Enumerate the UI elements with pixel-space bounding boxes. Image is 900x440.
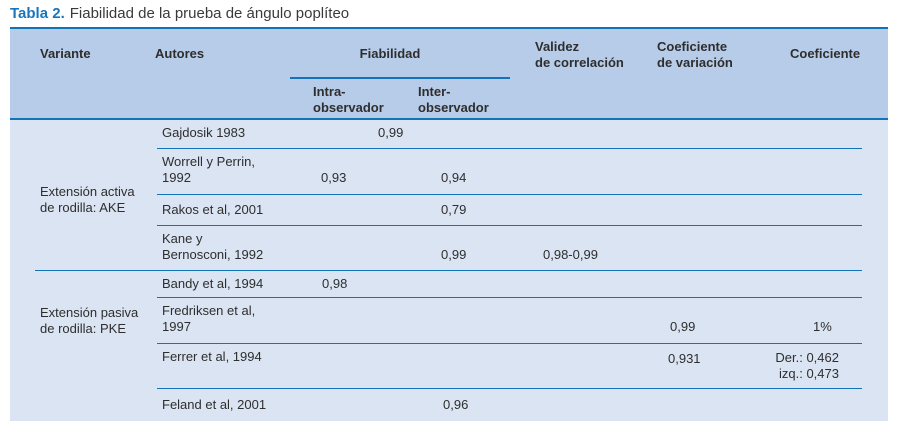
column-subheader-inter-observador: Inter- observador bbox=[418, 84, 489, 115]
cell-intra-observador-value: 0,98 bbox=[322, 276, 348, 291]
cell-fiabilidad-value: 0,99 bbox=[378, 125, 404, 140]
row-author: Rakos et al, 2001 bbox=[162, 202, 264, 217]
reliability-table: Variante Autores Fiabilidad Validez de c… bbox=[10, 27, 888, 421]
column-header-variante: Variante bbox=[40, 46, 91, 61]
row-author: Fredriksen et al, 1997 bbox=[162, 303, 256, 334]
group-divider bbox=[35, 270, 862, 271]
row-divider bbox=[157, 225, 862, 226]
row-author: Ferrer et al, 1994 bbox=[162, 349, 262, 364]
table-header-background bbox=[10, 29, 888, 118]
column-header-coeficiente-de-variacion: Coeficiente de variación bbox=[657, 39, 733, 70]
cell-inter-observador-value: 0,94 bbox=[441, 170, 467, 185]
variant-group-label-ake: Extensión activa de rodilla: AKE bbox=[40, 184, 135, 215]
row-author: Bandy et al, 1994 bbox=[162, 276, 264, 291]
column-subheader-intra-observador: Intra- observador bbox=[313, 84, 384, 115]
row-divider bbox=[157, 388, 862, 389]
fiabilidad-span-underline bbox=[290, 77, 510, 79]
variant-group-label-pke: Extensión pasiva de rodilla: PKE bbox=[40, 305, 139, 336]
table-caption: Tabla 2. Fiabilidad de la prueba de ángul… bbox=[10, 5, 349, 22]
cell-inter-observador-value: 0,79 bbox=[441, 202, 467, 217]
row-divider bbox=[157, 343, 862, 344]
table-title-text: Fiabilidad de la prueba de ángulo poplít… bbox=[69, 5, 350, 22]
row-author: Feland et al, 2001 bbox=[162, 397, 267, 412]
cell-coeficiente-value: 1% bbox=[813, 319, 832, 334]
row-divider bbox=[157, 194, 862, 195]
table-top-border bbox=[10, 27, 888, 29]
row-divider bbox=[157, 297, 862, 298]
row-divider bbox=[157, 148, 862, 149]
cell-inter-observador-value: 0,96 bbox=[443, 397, 469, 412]
cell-coeficiente-value: Der.: 0,462 izq.: 0,473 bbox=[775, 350, 839, 381]
column-header-fiabilidad: Fiabilidad bbox=[359, 46, 421, 61]
cell-inter-observador-value: 0,99 bbox=[441, 247, 467, 262]
row-author: Gajdosik 1983 bbox=[162, 125, 246, 140]
header-body-divider bbox=[10, 118, 888, 120]
column-header-validez-de-correlacion: Validez de correlación bbox=[535, 39, 624, 70]
cell-intra-observador-value: 0,93 bbox=[321, 170, 347, 185]
row-author: Worrell y Perrin, 1992 bbox=[162, 154, 255, 185]
column-header-coeficiente: Coeficiente bbox=[790, 46, 861, 61]
column-header-autores: Autores bbox=[155, 46, 205, 61]
row-author: Kane y Bernosconi, 1992 bbox=[162, 231, 264, 262]
cell-validez-correlacion-value: 0,98-0,99 bbox=[543, 247, 598, 262]
cell-coeficiente-variacion-value: 0,931 bbox=[668, 351, 701, 366]
table-number-label: Tabla 2. bbox=[10, 5, 65, 22]
cell-coeficiente-variacion-value: 0,99 bbox=[670, 319, 696, 334]
